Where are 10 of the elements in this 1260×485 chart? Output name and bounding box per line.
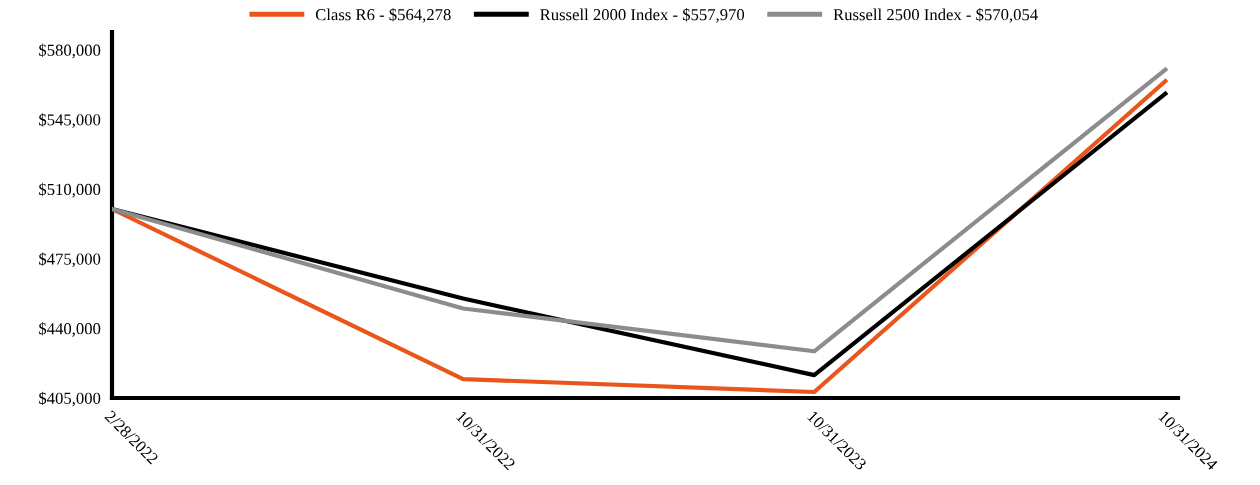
y-tick-label: $510,000 xyxy=(39,182,101,198)
y-tick-label: $475,000 xyxy=(39,252,101,268)
y-tick-label: $405,000 xyxy=(39,391,101,407)
legend-label: Class R6 - $564,278 xyxy=(315,8,451,23)
y-tick-label: $545,000 xyxy=(39,113,101,128)
legend-label: Russell 2000 Index - $557,970 xyxy=(540,8,745,23)
line-series xyxy=(112,67,1168,354)
y-tick-label: $580,000 xyxy=(39,43,101,59)
legend-label: Russell 2500 Index - $570,054 xyxy=(833,8,1038,23)
y-tick-label: $440,000 xyxy=(39,322,101,337)
